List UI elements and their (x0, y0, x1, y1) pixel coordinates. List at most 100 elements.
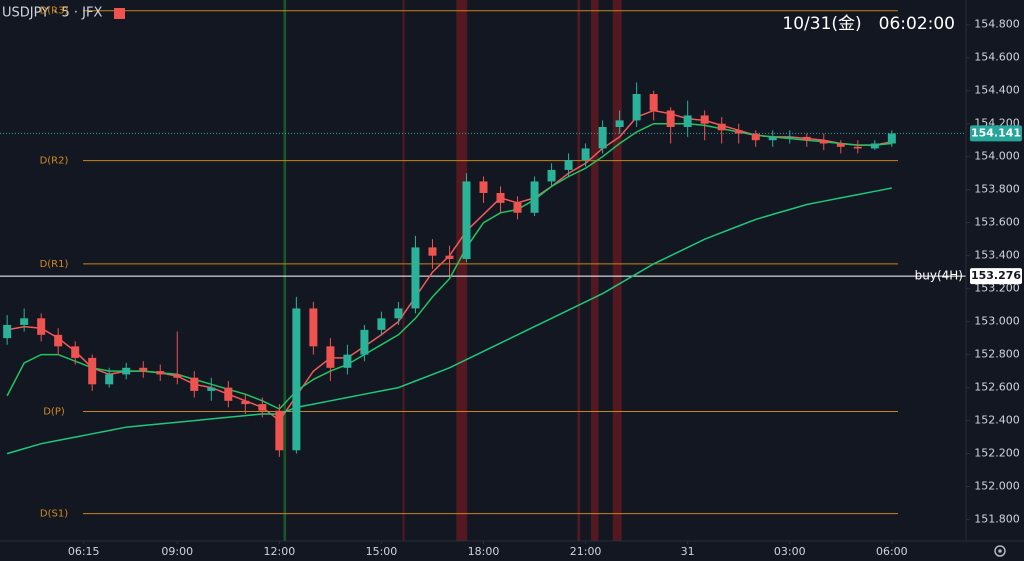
level-label: D(R2) (40, 156, 69, 167)
candle-body (122, 367, 131, 375)
candle-body (819, 140, 828, 144)
y-tick-label: 152.800 (974, 348, 1020, 361)
candle-body (785, 136, 794, 138)
settings-icon-dot[interactable] (998, 549, 1002, 553)
candle-body (615, 120, 624, 128)
candle-body (683, 115, 692, 128)
candle-body (700, 115, 709, 124)
event-band (283, 0, 287, 541)
candle-body (581, 148, 590, 160)
candle-body (241, 400, 250, 405)
settings-icon[interactable] (994, 545, 1006, 557)
candle-body (513, 202, 522, 213)
candle-body (394, 308, 403, 319)
candle-body (326, 346, 335, 368)
moving-average-line (6, 187, 892, 455)
candle-body (496, 192, 505, 203)
candle-body (445, 255, 454, 259)
candle-body (190, 377, 199, 391)
status-flag (114, 8, 125, 19)
event-band (402, 0, 405, 541)
x-tick-label: 06:00 (876, 545, 908, 558)
candle-body (377, 318, 386, 330)
level-label: D(P) (43, 407, 65, 418)
candle-body (547, 169, 556, 182)
candle-body (20, 318, 29, 325)
candle-body (887, 133, 896, 144)
x-tick-label: 09:00 (161, 545, 193, 558)
candle-body (853, 146, 862, 149)
y-tick-label: 153.600 (974, 216, 1020, 229)
x-tick-label: 12:00 (264, 545, 296, 558)
x-tick-label: 21:00 (570, 545, 602, 558)
x-tick-label: 18:00 (468, 545, 500, 558)
y-tick-label: 154.400 (974, 84, 1020, 97)
candle-body (649, 94, 658, 111)
event-band (612, 0, 622, 541)
y-tick-label: 153.400 (974, 249, 1020, 262)
timestamp: 10/31(金) 06:02:00 (782, 14, 955, 34)
candle-body (3, 324, 12, 339)
chart-title: USDJPY · 5 · JFX (2, 6, 102, 21)
candle-body (173, 374, 182, 378)
x-tick-label: 31 (681, 545, 695, 558)
candle-body (54, 334, 63, 347)
candle-body (360, 329, 369, 355)
candle-body (309, 308, 318, 347)
y-tick-label: 152.600 (974, 381, 1020, 394)
last-price-label: 154.141 (971, 126, 1021, 139)
candle-body (717, 123, 726, 131)
plot-area (0, 0, 966, 541)
y-tick-label: 154.600 (974, 51, 1020, 64)
y-tick-label: 153.200 (974, 282, 1020, 295)
candle-body (666, 110, 675, 128)
x-tick-label: 06:15 (68, 545, 100, 558)
y-tick-label: 154.000 (974, 150, 1020, 163)
candle-body (105, 374, 114, 385)
candle-body (88, 357, 97, 385)
candle-body (71, 346, 80, 358)
candle-body (428, 247, 437, 256)
candle-body (156, 371, 165, 375)
settings-icon-ring[interactable] (994, 545, 1006, 557)
candle-body (343, 354, 352, 368)
level-label: D(S1) (40, 509, 68, 520)
candle-body (734, 130, 743, 134)
event-band (456, 0, 468, 541)
candle-body (275, 410, 284, 451)
candle-body (802, 136, 811, 141)
candle-body (836, 143, 845, 147)
order-price-tag (970, 268, 1022, 285)
candle-body (139, 367, 148, 372)
y-tick-label: 154.800 (974, 18, 1020, 31)
order-label: buy(4H) (915, 269, 963, 283)
candle-body (207, 387, 216, 391)
candle-body (768, 136, 777, 141)
y-tick-label: 152.000 (974, 480, 1020, 493)
y-tick-label: 152.200 (974, 447, 1020, 460)
candle-body (37, 318, 46, 335)
candle-body (411, 247, 420, 309)
order-price-label: 153.276 (971, 269, 1021, 282)
y-tick-label: 153.000 (974, 315, 1020, 328)
level-label: D(R1) (40, 259, 69, 270)
candle-body (632, 94, 641, 121)
candle-body (564, 159, 573, 170)
level-label: D(R3) (40, 6, 69, 17)
candle-body (258, 404, 267, 411)
candle-body (598, 127, 607, 149)
event-band (591, 0, 599, 541)
candle-body (224, 387, 233, 401)
candle-body (292, 308, 301, 451)
candle-body (479, 181, 488, 193)
last-price-tag (970, 125, 1022, 142)
x-tick-label: 03:00 (774, 545, 806, 558)
event-band (577, 0, 581, 541)
candle-body (462, 181, 471, 259)
y-tick-label: 151.800 (974, 513, 1020, 526)
candle-body (870, 143, 879, 149)
x-tick-label: 15:00 (366, 545, 398, 558)
candle-body (530, 181, 539, 213)
